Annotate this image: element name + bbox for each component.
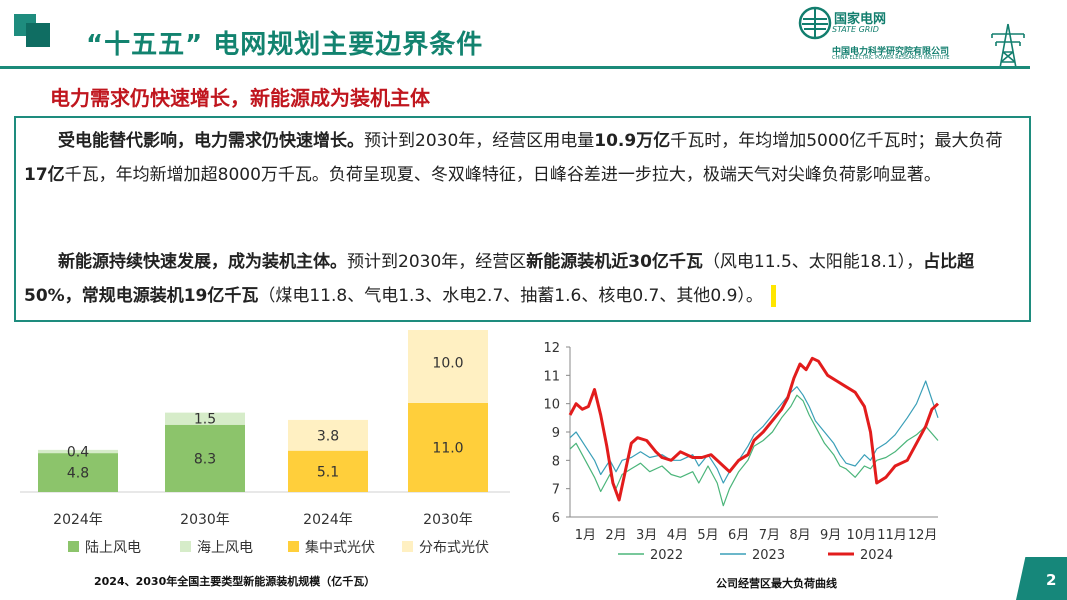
page-number-badge: 2: [1016, 557, 1067, 600]
bar-segment: [288, 419, 368, 451]
demand-peak-load: 17亿: [24, 165, 65, 185]
y-tick-label: 6: [552, 511, 560, 526]
demand-text-2: 千瓦时，年均增加5000亿千瓦时；最大负荷: [670, 131, 1003, 151]
demand-text-1: 预计到2030年，经营区用电量: [364, 131, 595, 151]
bar-category-label: 2030年: [423, 512, 473, 528]
renewables-share: 占比超50%，常规电源装机19亿千瓦: [24, 252, 975, 306]
bar-category-label: 2024年: [303, 512, 353, 528]
section-subtitle: 电力需求仍快速增长，新能源成为装机主体: [50, 86, 430, 110]
demand-consumption: 10.9万亿: [594, 131, 671, 151]
page-title: “十五五” 电网规划主要边界条件: [86, 30, 484, 60]
legend-swatch: [288, 541, 299, 552]
institute-en-text: CHINA ELECTRIC POWER RESEARCH INSTITUTE: [832, 55, 950, 61]
renewables-capacity: 新能源装机近30亿千瓦: [526, 252, 703, 272]
series-line: [569, 380, 939, 484]
x-tick-label: 6月: [728, 528, 749, 543]
page-number: 2: [1046, 571, 1057, 589]
x-tick-label: 1月: [575, 528, 596, 543]
demand-lead: 受电能替代影响，电力需求仍快速增长。: [58, 131, 364, 151]
bar-category-label: 2030年: [180, 512, 230, 528]
legend-label: 集中式光伏: [305, 539, 375, 556]
x-tick-label: 7月: [759, 528, 780, 543]
renewables-text-2: （风电11.5、太阳能18.1），: [702, 252, 924, 272]
paragraph-demand: 受电能替代影响，电力需求仍快速增长。预计到2030年，经营区用电量10.9万亿千…: [24, 124, 1014, 192]
logo-en-text: STATE GRID: [832, 25, 879, 34]
x-tick-label: 12月: [908, 528, 938, 543]
capacity-bar-chart: 4.8 0.4 2024年 8.3 1.5 2030年 5.1 3.8 2024年 11.0 10.…: [20, 330, 510, 556]
title-underline: [0, 66, 1030, 69]
renewables-text-1: 预计到2030年，经营区: [347, 252, 527, 272]
content-box: [14, 116, 1031, 322]
title-decoration-square-dark: [26, 23, 50, 47]
y-tick-label: 9: [552, 426, 560, 441]
bar-value-label: 5.1: [317, 464, 339, 480]
x-tick-label: 11月: [877, 528, 907, 543]
max-load-line-chart: 6 7 8 9 10 11 12 1月 2月 3月 4月 5月 6月 7月 8月 9月 10月 11月 12月 202…: [543, 341, 940, 563]
bar-segment: [38, 453, 118, 492]
y-tick-label: 7: [552, 483, 560, 498]
bar-segment: [165, 412, 245, 425]
bar-category-label: 2024年: [53, 512, 103, 528]
x-tick-label: 8月: [789, 528, 810, 543]
bar-segment: [408, 330, 488, 403]
legend-label: 陆上风电: [85, 540, 141, 556]
legend-label: 海上风电: [197, 540, 253, 556]
y-tick-label: 11: [543, 369, 560, 384]
bar-value-label: 0.4: [67, 445, 89, 461]
bar-segment: [408, 402, 488, 492]
legend-label: 2024: [860, 548, 893, 563]
legend-label: 2023: [752, 548, 785, 563]
bar-value-label: 1.5: [194, 412, 216, 428]
bar-segment: [165, 424, 245, 492]
x-tick-label: 5月: [697, 528, 718, 543]
bar-value-label: 4.8: [67, 466, 89, 482]
paragraph-renewables: 新能源持续快速发展，成为装机主体。预计到2030年，经营区新能源装机近30亿千瓦…: [24, 245, 1014, 313]
y-tick-label: 12: [543, 341, 560, 356]
legend-swatch: [402, 541, 413, 552]
x-tick-label: 10月: [847, 528, 877, 543]
series-line: [568, 356, 940, 502]
bar-value-label: 10.0: [432, 355, 463, 371]
series-line: [569, 394, 939, 507]
institute-cn-text: 中国电力科学研究院有限公司: [832, 47, 950, 57]
bar-segment: [38, 449, 118, 454]
transmission-tower-icon: [991, 23, 1025, 69]
legend-label: 2022: [650, 548, 683, 563]
logo-cn-text: 国家电网: [834, 12, 887, 27]
renewables-lead: 新能源持续快速发展，成为装机主体。: [58, 252, 347, 272]
text-cursor-highlight: [770, 285, 776, 307]
bar-value-label: 8.3: [194, 451, 216, 467]
y-tick-label: 8: [552, 454, 560, 469]
x-tick-label: 9月: [820, 528, 841, 543]
demand-text-3: 千瓦，年均新增加超8000万千瓦。负荷呈现夏、冬双峰特征，日峰谷差进一步拉大，极…: [64, 165, 941, 185]
bar-value-label: 3.8: [317, 428, 339, 444]
legend-swatch: [180, 541, 191, 552]
x-tick-label: 2月: [605, 528, 626, 543]
bar-chart-caption: 2024、2030年全国主要类型新能源装机规模（亿千瓦）: [94, 575, 376, 588]
legend-label: 分布式光伏: [419, 540, 489, 556]
y-tick-label: 10: [543, 398, 560, 413]
state-grid-logo-icon: [798, 6, 832, 40]
bar-segment: [288, 450, 368, 492]
legend-swatch: [68, 541, 79, 552]
line-chart-caption: 公司经营区最大负荷曲线: [716, 577, 837, 590]
x-tick-label: 3月: [636, 528, 657, 543]
x-tick-label: 4月: [667, 528, 688, 543]
renewables-text-3: （煤电11.8、气电1.3、水电2.7、抽蓄1.6、核电0.7、其他0.9）。: [258, 286, 763, 306]
bar-value-label: 11.0: [432, 440, 463, 456]
